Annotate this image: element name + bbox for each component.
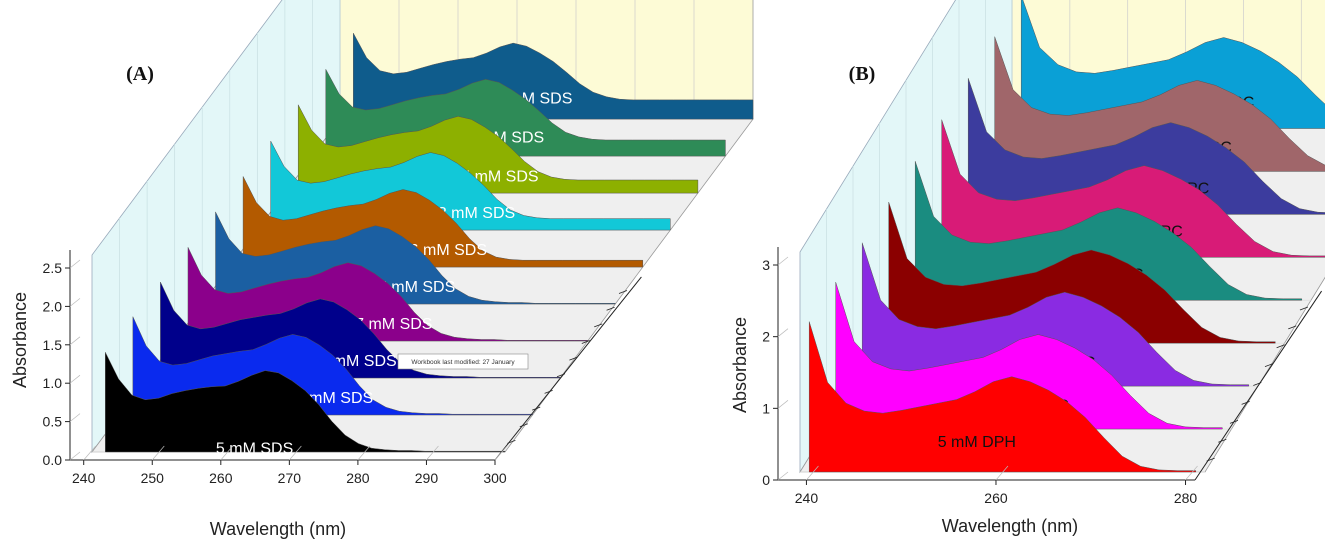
x-gridline bbox=[995, 465, 1009, 481]
series-area bbox=[1020, 0, 1325, 129]
x-tick-label: 240 bbox=[795, 490, 819, 506]
x-gridline bbox=[806, 465, 819, 481]
depth-tick-mark bbox=[1288, 325, 1297, 330]
watermark-text: Workbook last modified: 27 January bbox=[411, 359, 515, 366]
x-gridline bbox=[289, 445, 302, 461]
series-area bbox=[835, 282, 1223, 430]
depth-tick-mark bbox=[1253, 382, 1262, 386]
watermark-box bbox=[397, 353, 529, 370]
depth-tick-mark bbox=[1206, 457, 1215, 462]
x-gridline bbox=[220, 445, 234, 461]
depth-tick-mark bbox=[507, 439, 516, 444]
x-gridline bbox=[357, 445, 371, 461]
depth-tick-mark bbox=[556, 373, 566, 378]
series-area bbox=[914, 161, 1303, 301]
y-tick-label: 2 bbox=[762, 329, 770, 345]
panel-label: (B) bbox=[849, 63, 876, 85]
x-tick-label: 300 bbox=[483, 470, 507, 486]
y-gridline bbox=[777, 256, 789, 266]
x-gridline bbox=[426, 445, 439, 461]
panel-label: (A) bbox=[126, 63, 154, 85]
depth-tick-mark bbox=[532, 406, 541, 411]
depth-tick-mark bbox=[1218, 438, 1227, 443]
y-gridline bbox=[777, 328, 789, 337]
depth-tick-mark bbox=[606, 306, 615, 311]
x-tick-label: 260 bbox=[209, 470, 233, 486]
x-gridline bbox=[1185, 465, 1198, 481]
series-area bbox=[888, 201, 1276, 344]
depth-tick-mark bbox=[544, 390, 553, 394]
y-gridline bbox=[69, 259, 81, 269]
y-tick-label: 1.0 bbox=[43, 375, 63, 391]
y-gridline bbox=[777, 400, 789, 409]
depth-tick-mark bbox=[1276, 344, 1285, 349]
x-tick-label: 290 bbox=[415, 470, 439, 486]
series-area bbox=[808, 321, 1197, 473]
x-tick-label: 250 bbox=[141, 470, 165, 486]
x-tick-label: 280 bbox=[346, 470, 370, 486]
series-area bbox=[994, 36, 1325, 172]
series-area bbox=[861, 242, 1250, 387]
depth-axis-line bbox=[1194, 290, 1323, 481]
y-tick-label: 0.0 bbox=[43, 452, 63, 468]
depth-tick-mark bbox=[581, 340, 590, 344]
x-tick-label: 260 bbox=[984, 490, 1008, 506]
y-gridline bbox=[69, 413, 81, 422]
y-gridline bbox=[69, 336, 81, 346]
x-gridline bbox=[151, 445, 165, 461]
series-label: 5 mM SDS bbox=[216, 441, 293, 458]
depth-tick-mark bbox=[1241, 401, 1250, 405]
y-gridline bbox=[777, 471, 789, 481]
y-tick-label: 1.5 bbox=[43, 337, 63, 353]
y-axis-title: Absorbance bbox=[10, 292, 30, 388]
series-area bbox=[941, 119, 1325, 258]
x-gridline bbox=[494, 445, 508, 461]
y-gridline bbox=[69, 451, 81, 461]
y-tick-label: 1 bbox=[762, 400, 770, 416]
series-area bbox=[967, 78, 1325, 215]
series-area bbox=[105, 352, 506, 453]
depth-tick-mark bbox=[569, 356, 578, 361]
chart-panel-b: 0.24 mM CPC0.19 mM CPC0.15 mM CPC0.12 mM… bbox=[730, 0, 1325, 536]
y-gridline bbox=[69, 374, 81, 384]
y-gridline bbox=[69, 298, 81, 307]
depth-tick-mark bbox=[1264, 363, 1274, 368]
x-axis-title: Wavelength (nm) bbox=[210, 519, 346, 539]
y-tick-label: 2.0 bbox=[43, 298, 63, 314]
y-tick-label: 3 bbox=[762, 257, 770, 273]
y-tick-label: 0 bbox=[762, 472, 770, 488]
depth-tick-mark bbox=[1299, 306, 1309, 311]
depth-axis-line bbox=[494, 276, 642, 461]
depth-tick-mark bbox=[1229, 419, 1239, 424]
x-tick-label: 280 bbox=[1174, 490, 1198, 506]
depth-tick-mark bbox=[618, 290, 628, 294]
depth-tick-mark bbox=[594, 323, 603, 328]
y-axis-title: Absorbance bbox=[730, 317, 750, 413]
series-label: 5 mM DPH bbox=[938, 434, 1016, 451]
y-tick-label: 2.5 bbox=[43, 260, 63, 276]
x-axis-title: Wavelength (nm) bbox=[942, 516, 1078, 536]
x-tick-label: 270 bbox=[278, 470, 302, 486]
x-tick-label: 240 bbox=[72, 470, 96, 486]
x-gridline bbox=[83, 445, 96, 461]
y-tick-label: 0.5 bbox=[43, 414, 63, 430]
depth-tick-mark bbox=[519, 423, 528, 428]
